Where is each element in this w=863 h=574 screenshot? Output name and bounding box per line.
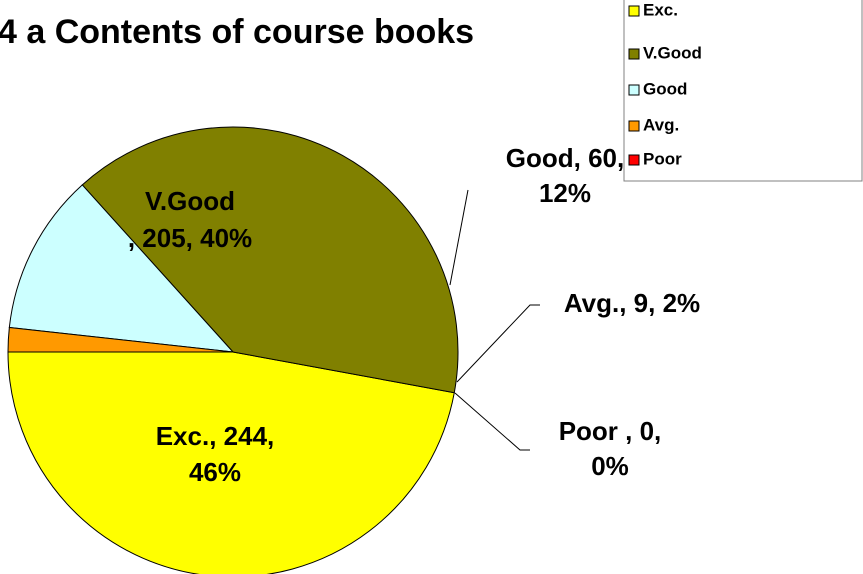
legend-label: Good [643, 79, 687, 98]
legend-label: Avg. [643, 115, 679, 134]
data-label: Poor , 0, [559, 416, 662, 446]
pie-slice [8, 184, 235, 353]
data-label: 46% [189, 457, 241, 487]
data-label: V.Good [145, 186, 235, 216]
legend-swatch [628, 154, 640, 166]
legend-label: V.Good [643, 43, 702, 62]
leader-line [456, 304, 540, 383]
pie-slice [7, 351, 455, 574]
leader-line [449, 189, 469, 286]
data-label: Exc., 244, [156, 421, 275, 451]
pie-slice [81, 126, 459, 394]
leader-line [454, 392, 530, 451]
data-label: , 205, 40% [128, 223, 252, 253]
legend-swatch [628, 48, 640, 60]
legend-swatch [628, 120, 640, 132]
data-label: 12% [539, 178, 591, 208]
data-label: Good, 60, [506, 143, 624, 173]
chart-title: 4 a Contents of course books [0, 13, 474, 51]
legend-box [623, 0, 863, 182]
legend-swatch [628, 84, 640, 96]
data-label: 0% [591, 451, 629, 481]
legend-label: Poor [643, 149, 682, 168]
legend-swatch [628, 5, 640, 17]
legend-label: Exc. [643, 0, 678, 19]
data-label: Avg., 9, 2% [564, 288, 700, 318]
